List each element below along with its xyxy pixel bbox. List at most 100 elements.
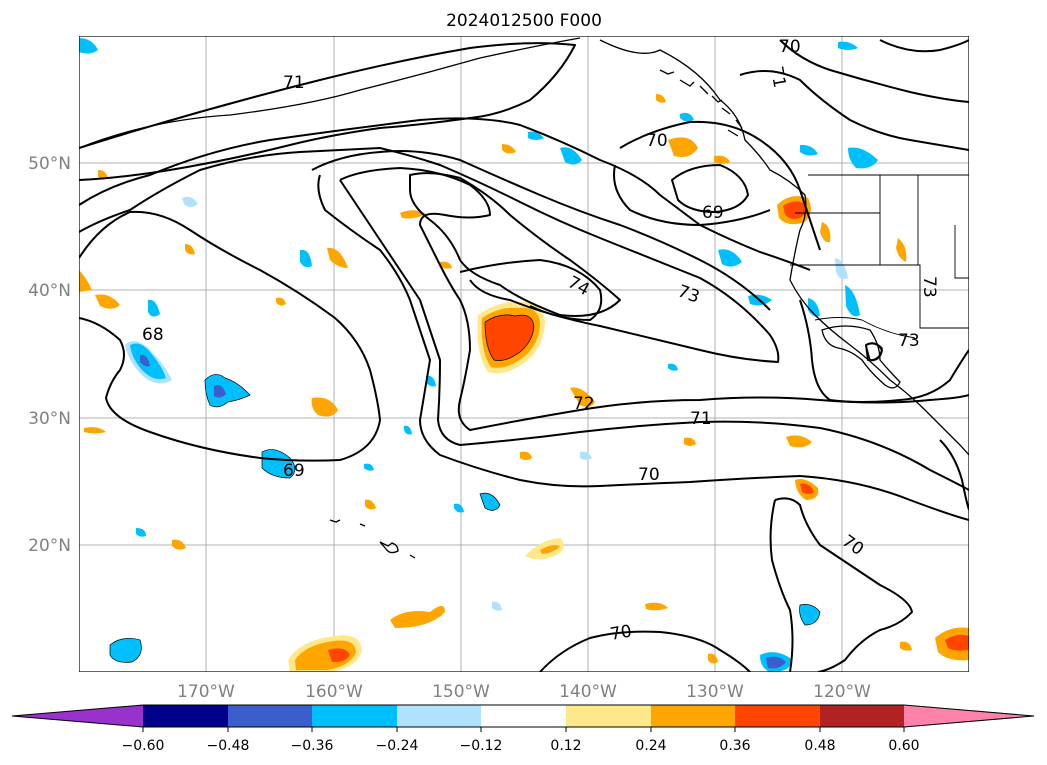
shaded-blob	[136, 528, 146, 537]
contour-line	[769, 499, 794, 672]
contour-line	[774, 497, 913, 672]
contour-line	[317, 174, 969, 521]
contour-label: 71	[766, 65, 789, 90]
map-title: 2024012500 F000	[446, 11, 602, 31]
shaded-blob	[820, 222, 831, 243]
hawaii-islands	[329, 519, 416, 559]
colorbar-segment	[651, 705, 735, 727]
shaded-blob	[440, 261, 452, 269]
shaded-blob	[945, 634, 969, 651]
shaded-blob	[680, 112, 694, 122]
shaded-blob	[390, 606, 445, 628]
colorbar-segment	[143, 705, 228, 727]
shaded-blob	[520, 451, 532, 460]
contour-label: 70	[638, 465, 660, 485]
shaded-blob	[800, 483, 814, 494]
contour-label: 71	[690, 409, 712, 429]
shaded-blob	[454, 503, 464, 513]
contour-line	[459, 259, 603, 321]
contour-line	[739, 70, 969, 151]
shaded-blob	[570, 387, 595, 407]
colorbar-segment	[566, 705, 651, 727]
lon-label: 120°W	[813, 682, 871, 702]
baja-peninsula	[821, 325, 901, 389]
shaded-blob	[140, 354, 150, 367]
latitude-labels: 50°N 40°N 30°N 20°N	[28, 154, 71, 556]
contour-label: 71	[283, 73, 305, 93]
contour-line	[79, 210, 381, 462]
contour-label: 73	[898, 331, 920, 351]
colorbar-tick-labels: −0.60 −0.48 −0.36 −0.24 −0.12 0.12 0.24 …	[122, 738, 920, 754]
contour-line	[79, 42, 576, 181]
colorbar-tick-label: −0.12	[460, 738, 503, 754]
colorbar-segment	[397, 705, 481, 727]
shaded-blob	[838, 41, 858, 50]
colorbar-ticks	[142, 727, 905, 732]
colorbar-tick-label: −0.48	[207, 738, 250, 754]
contour-label: 68	[142, 325, 164, 345]
shaded-blob	[182, 196, 198, 207]
shaded-blob	[185, 244, 195, 255]
shaded-blob	[109, 638, 142, 663]
shaded-blob	[668, 363, 678, 371]
alaska-panhandle-islands	[659, 69, 743, 137]
state-borders	[795, 212, 969, 329]
colorbar-segment	[312, 705, 397, 727]
shaded-blob	[786, 435, 812, 448]
shaded-blob	[808, 298, 820, 317]
shaded-blob	[896, 238, 907, 262]
colorbar-tick-label: 0.60	[888, 738, 919, 754]
shaded-blob	[708, 653, 718, 664]
contour-line	[619, 120, 821, 251]
shaded-anomalies	[79, 38, 969, 672]
colorbar-tick-label: −0.24	[376, 738, 419, 754]
colorbar-tick-label: −0.60	[122, 738, 165, 754]
contour-line	[409, 172, 621, 317]
shaded-blob	[684, 437, 696, 446]
shaded-blob	[528, 131, 544, 140]
coastlines	[79, 37, 969, 559]
lat-label: 40°N	[28, 281, 71, 301]
contour-label: 69	[702, 203, 724, 223]
shaded-blob	[645, 602, 668, 611]
lon-label: 150°W	[432, 682, 490, 702]
lon-label: 170°W	[177, 682, 235, 702]
contour-line	[79, 117, 811, 271]
shaded-blob	[783, 201, 806, 219]
shaded-blob	[295, 640, 356, 670]
contour-line	[339, 179, 969, 491]
colorbar-tick-label: −0.36	[291, 738, 334, 754]
colorbar-segment	[228, 705, 312, 727]
north-america-west-coast	[599, 39, 969, 456]
shaded-blob	[172, 539, 186, 550]
shaded-blob	[848, 147, 878, 169]
shaded-blob	[204, 374, 251, 408]
contour-line	[539, 630, 751, 672]
contour-line	[799, 299, 969, 403]
shaded-blob	[484, 314, 535, 361]
colorbar-tick-label: 0.36	[719, 738, 750, 754]
contours	[79, 39, 969, 672]
colorbar-tick-label: 0.24	[635, 738, 666, 754]
shaded-blob	[276, 297, 286, 306]
lon-label: 130°W	[686, 682, 744, 702]
lat-label: 30°N	[28, 409, 71, 429]
shaded-blob	[426, 375, 436, 387]
contour-line	[779, 39, 969, 103]
shaded-blob	[580, 451, 592, 460]
lon-label: 140°W	[559, 682, 617, 702]
state-borders	[790, 175, 969, 279]
shaded-blob	[540, 545, 560, 554]
colorbar-tick-label: 0.48	[804, 738, 835, 754]
shaded-blob	[300, 249, 312, 268]
shaded-blob	[835, 258, 848, 280]
shaded-blob	[560, 147, 582, 165]
contour-label: 70	[609, 621, 634, 644]
shaded-blob	[364, 463, 374, 471]
contour-label: 70	[646, 131, 668, 151]
contour-line	[339, 167, 969, 431]
contour-line	[671, 164, 749, 213]
shaded-blob	[327, 247, 348, 268]
contour-label: 69	[283, 461, 305, 481]
